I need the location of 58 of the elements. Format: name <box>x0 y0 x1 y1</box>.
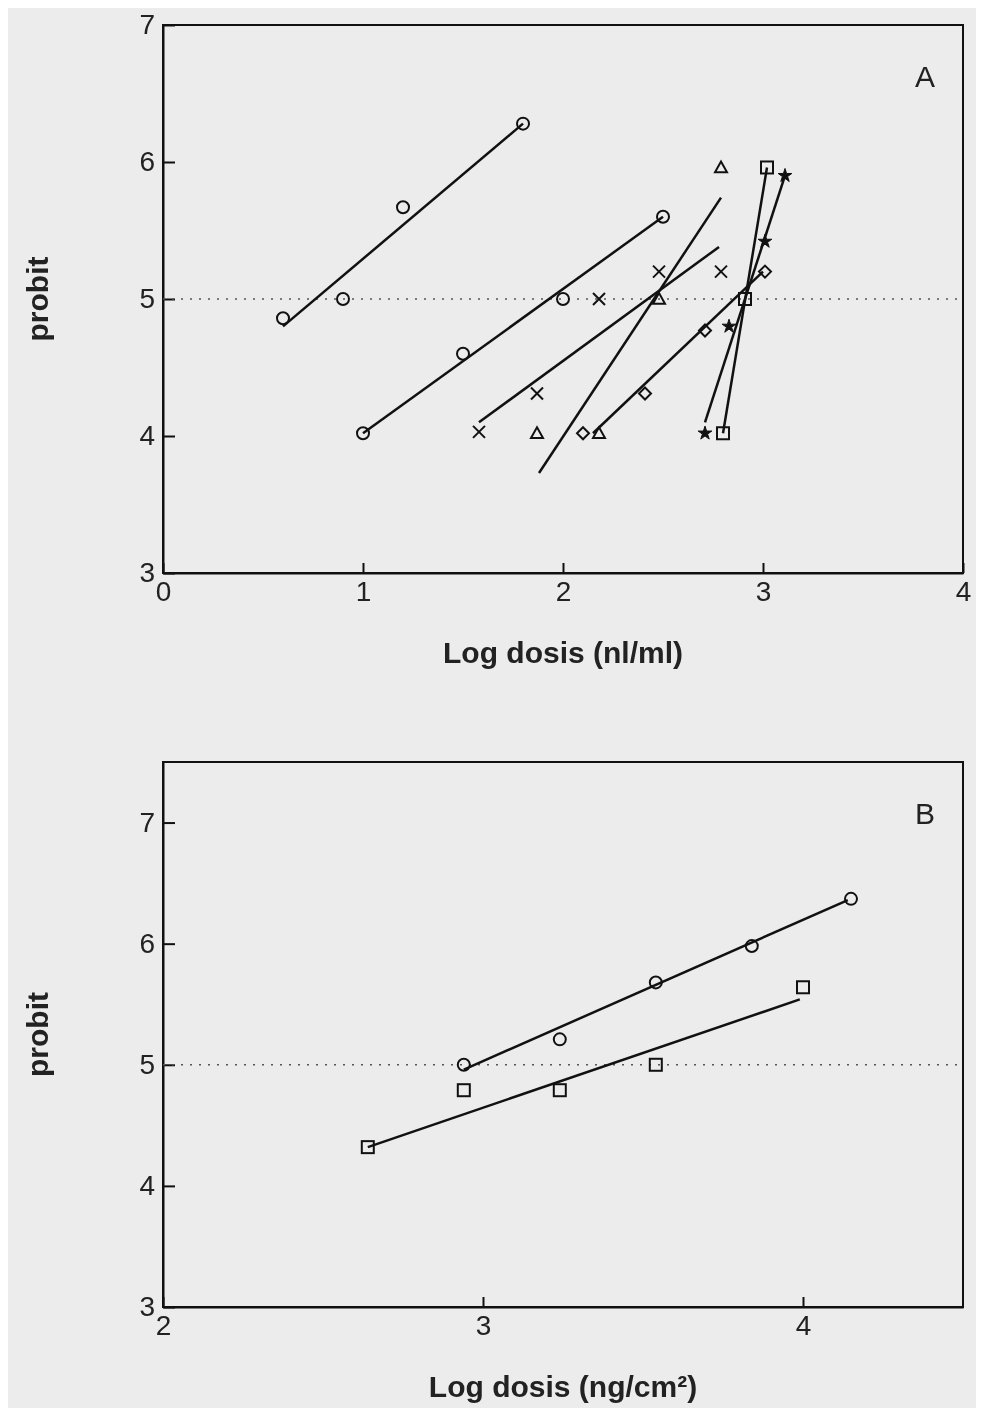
point <box>530 426 544 440</box>
point <box>697 425 713 440</box>
point <box>552 1032 567 1047</box>
point <box>648 975 663 990</box>
point <box>648 1057 663 1072</box>
x-tick-label: 4 <box>955 575 972 607</box>
point <box>844 891 858 906</box>
point <box>714 264 728 279</box>
x-tick-label: 2 <box>155 1309 172 1341</box>
point <box>456 1083 471 1098</box>
annotation: B <box>914 797 936 830</box>
point <box>760 160 774 175</box>
point <box>456 346 470 361</box>
point <box>356 426 370 441</box>
point <box>714 160 728 174</box>
point <box>516 116 530 131</box>
y-axis-title: probit <box>21 992 54 1077</box>
point <box>396 200 410 215</box>
y-tick-label: 4 <box>139 420 155 452</box>
x-tick-label: 2 <box>555 575 572 607</box>
point <box>716 426 730 441</box>
x-tick-label: 3 <box>475 1309 492 1341</box>
point <box>552 1083 567 1098</box>
point <box>592 426 606 440</box>
point <box>796 980 810 995</box>
annotation: A <box>914 60 936 93</box>
y-tick-label: 5 <box>139 1049 155 1081</box>
x-axis-title: Log dosis (nl/ml) <box>443 636 683 669</box>
point <box>576 426 590 441</box>
point <box>721 318 737 333</box>
x-tick-label: 1 <box>355 575 372 607</box>
point <box>652 292 666 305</box>
y-tick-label: 5 <box>139 283 155 315</box>
point <box>758 264 772 279</box>
y-tick-label: 6 <box>139 928 155 960</box>
x-tick-label: 4 <box>795 1309 812 1341</box>
point <box>656 209 670 224</box>
x-tick-label: 3 <box>755 575 772 607</box>
point <box>360 1140 375 1155</box>
point <box>336 292 350 306</box>
x-tick-label: 0 <box>155 575 172 607</box>
point <box>744 939 759 954</box>
y-tick-label: 7 <box>139 9 155 41</box>
x-axis-title: Log dosis (ng/cm²) <box>428 1370 698 1403</box>
point <box>698 323 712 338</box>
point <box>556 292 570 306</box>
point <box>472 424 486 439</box>
y-tick-label: 7 <box>139 807 155 839</box>
point <box>276 311 290 326</box>
point <box>638 386 652 401</box>
point <box>592 292 606 306</box>
point <box>456 1057 471 1072</box>
point <box>530 386 544 401</box>
point <box>652 264 666 279</box>
y-axis-title: probit <box>21 256 54 342</box>
y-tick-label: 6 <box>139 146 155 178</box>
y-tick-label: 4 <box>139 1170 155 1202</box>
point <box>777 168 793 183</box>
